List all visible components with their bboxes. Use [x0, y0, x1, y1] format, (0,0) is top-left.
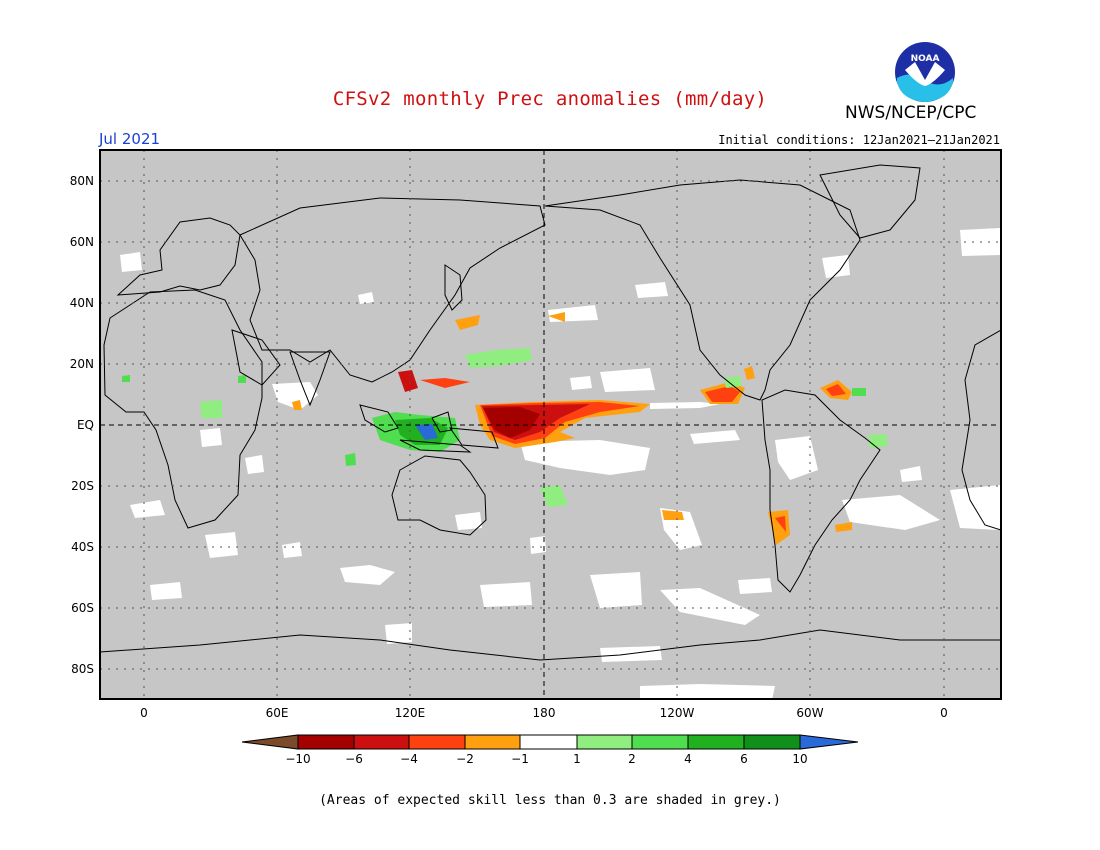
- map-title: CFSv2 monthly Prec anomalies (mm/day): [332, 88, 768, 110]
- lat-label: 40N: [70, 296, 94, 310]
- agency-label: NWS/NCEP/CPC: [845, 103, 977, 123]
- legend-tick: −4: [400, 752, 418, 766]
- legend-tick: 4: [684, 752, 692, 766]
- lat-label: 80N: [70, 174, 94, 188]
- legend-tick: −6: [345, 752, 363, 766]
- lat-label: 60N: [70, 235, 94, 249]
- legend-tick: 10: [792, 752, 807, 766]
- valid-month-label: Jul 2021: [99, 130, 161, 148]
- neutral-anomaly-patches: [120, 228, 1000, 699]
- lon-label: 0: [140, 706, 148, 720]
- lat-label: 60S: [71, 601, 94, 615]
- lat-label: 80S: [71, 662, 94, 676]
- legend-tick: −1: [511, 752, 529, 766]
- lon-label: 60E: [266, 706, 289, 720]
- legend-tick: 2: [628, 752, 636, 766]
- legend-tick: −2: [456, 752, 474, 766]
- legend-tick: 1: [573, 752, 581, 766]
- lat-label: 20N: [70, 357, 94, 371]
- initial-conditions-label: Initial conditions: 12Jan2021–21Jan2021: [718, 133, 1000, 147]
- lat-label: 40S: [71, 540, 94, 554]
- lon-labels: 0 60E 120E 180 120W 60W 0: [140, 706, 948, 720]
- legend-swatch-below-10: [241, 734, 299, 750]
- legend-swatch: [631, 734, 689, 750]
- legend-tick: 6: [740, 752, 748, 766]
- lon-label: 120E: [395, 706, 426, 720]
- lon-label: 60W: [796, 706, 823, 720]
- legend-swatch: [464, 734, 521, 750]
- legend-swatch: [743, 734, 801, 750]
- noaa-logo-text: NOAA: [911, 54, 940, 64]
- legend-swatch: [297, 734, 355, 750]
- color-bar-ticks: −10 −6 −4 −2 −1 1 2 4 6 10: [285, 752, 807, 766]
- legend-swatch: [519, 734, 578, 750]
- legend-swatch: [687, 734, 745, 750]
- lat-label: 20S: [71, 479, 94, 493]
- skill-footnote: (Areas of expected skill less than 0.3 a…: [319, 793, 781, 808]
- lat-label: EQ: [77, 418, 94, 432]
- reference-lines: [100, 150, 1001, 699]
- lon-label: 0: [940, 706, 948, 720]
- noaa-logo: NOAA: [895, 42, 955, 102]
- color-bar: [241, 734, 859, 750]
- map-frame: [99, 149, 1002, 700]
- lat-labels: 80N 60N 40N 20N EQ 20S 40S 60S 80S: [70, 174, 94, 676]
- legend-swatch-above-10: [799, 734, 859, 750]
- lon-label: 120W: [660, 706, 695, 720]
- lat-lon-grid: [100, 150, 1001, 699]
- lon-label: 180: [533, 706, 556, 720]
- coastlines: [100, 164, 1001, 661]
- legend-tick: −10: [285, 752, 310, 766]
- legend-swatch: [353, 734, 410, 750]
- legend-swatch: [576, 734, 633, 750]
- legend-swatch: [408, 734, 466, 750]
- dry-anomaly-patches: [292, 312, 852, 545]
